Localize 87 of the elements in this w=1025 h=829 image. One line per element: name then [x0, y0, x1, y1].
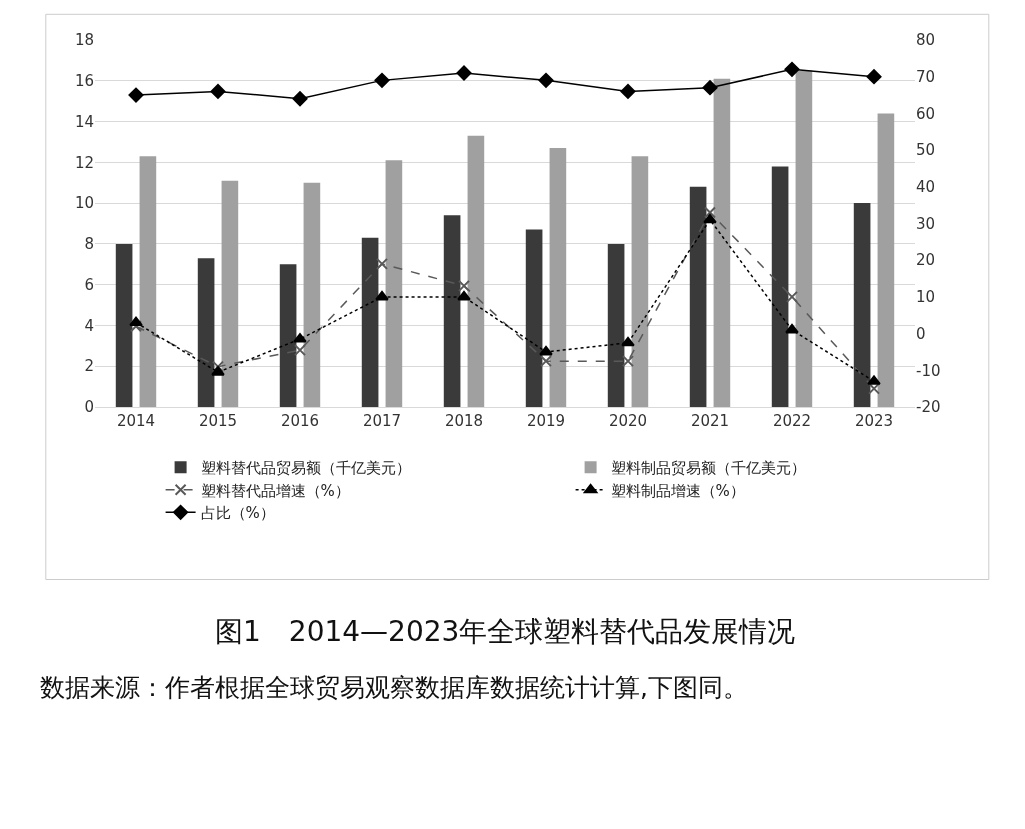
x-tick-label: 2017 — [362, 412, 402, 430]
x-tick-label: 2015 — [198, 412, 238, 430]
point — [702, 80, 718, 96]
bar — [549, 148, 567, 407]
bar — [139, 156, 157, 407]
bar — [525, 229, 543, 407]
point — [210, 83, 226, 99]
y2-tick-label: 10 — [916, 288, 936, 307]
bar — [713, 78, 731, 407]
point — [539, 345, 553, 356]
x-tick-label: 2022 — [772, 412, 812, 430]
legend-label: 塑料制品贸易额（千亿美元） — [610, 459, 806, 478]
point — [294, 344, 306, 357]
legend-label: 塑料替代品增速（%） — [200, 481, 350, 500]
source-note: 数据来源：作者根据全球贸易观察数据库数据统计计算,下图同。 — [40, 673, 748, 702]
bar — [279, 264, 297, 407]
x-tick-label: 2014 — [116, 412, 156, 430]
bar — [443, 215, 461, 407]
y2-tick-label: 40 — [916, 178, 936, 197]
y2-tick-label: 60 — [916, 104, 936, 123]
point — [128, 87, 144, 103]
legend-label: 塑料制品增速（%） — [610, 481, 745, 500]
bar — [385, 160, 403, 407]
y-tick-label: 0 — [84, 398, 94, 417]
text: 图1 2014—2023年全球塑料替代品发展情况 — [215, 615, 796, 648]
point — [866, 69, 882, 85]
bar — [303, 182, 321, 407]
y2-tick-label: 50 — [916, 141, 936, 160]
point — [540, 355, 552, 368]
y-tick-label: 16 — [74, 72, 94, 91]
x-tick-label: 2020 — [608, 412, 648, 430]
point — [703, 213, 717, 224]
point — [212, 360, 224, 373]
y-tick-label: 18 — [74, 31, 94, 50]
point — [376, 257, 388, 270]
point — [867, 375, 881, 385]
point — [622, 355, 634, 368]
bar — [853, 203, 871, 407]
point — [621, 336, 635, 347]
y-tick-label: 8 — [84, 235, 94, 254]
bar — [467, 135, 485, 407]
y2-tick-label: 80 — [916, 31, 936, 50]
bar — [115, 243, 133, 407]
x-tick-label: 2023 — [854, 412, 894, 430]
point — [374, 72, 390, 88]
y2-tick-label: 20 — [916, 251, 936, 270]
point — [784, 61, 800, 77]
point — [456, 65, 472, 81]
point — [786, 290, 798, 303]
x-tick-label: 2021 — [690, 412, 730, 430]
point — [620, 83, 636, 99]
point — [130, 320, 142, 333]
point — [375, 290, 389, 301]
y2-tick-label: 0 — [916, 324, 926, 343]
y2-tick-label: -20 — [916, 398, 941, 417]
point — [211, 366, 225, 376]
point — [458, 279, 470, 292]
point — [293, 333, 307, 343]
bar — [221, 180, 239, 407]
y-tick-label: 2 — [84, 357, 94, 376]
bar — [771, 166, 789, 407]
bar — [877, 113, 895, 407]
y2-tick-label: 70 — [916, 67, 936, 86]
bar — [795, 70, 813, 407]
x-tick-label: 2018 — [444, 412, 484, 430]
point — [704, 206, 716, 219]
bar — [361, 237, 379, 407]
bar — [197, 258, 215, 407]
y-tick-label: 6 — [84, 275, 94, 294]
point — [457, 290, 471, 301]
y-tick-label: 4 — [84, 316, 94, 335]
y-tick-label: 12 — [74, 153, 94, 172]
y2-tick-label: 30 — [916, 214, 936, 233]
x-tick-label: 2016 — [280, 412, 320, 430]
bar — [689, 186, 707, 407]
point — [538, 72, 554, 88]
bar — [631, 156, 649, 407]
point — [292, 91, 308, 107]
legend-label: 塑料替代品贸易额（千亿美元） — [200, 459, 411, 478]
y2-tick-label: -10 — [916, 361, 941, 380]
x-tick-label: 2019 — [526, 412, 566, 430]
bar — [607, 243, 625, 407]
point — [129, 316, 143, 327]
point — [785, 323, 799, 334]
y-tick-label: 14 — [74, 112, 94, 131]
y-tick-label: 10 — [74, 194, 94, 213]
legend-label: 占比（%） — [200, 504, 275, 523]
